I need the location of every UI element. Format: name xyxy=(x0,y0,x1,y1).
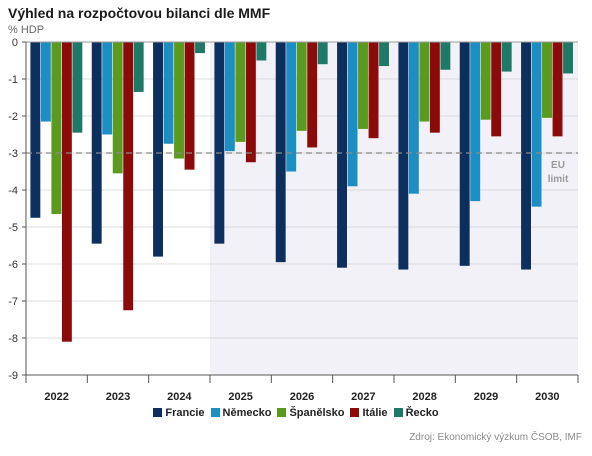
chart-title: Výhled na rozpočtovou bilanci dle MMF xyxy=(8,5,271,21)
bar-francie-2022 xyxy=(30,42,41,218)
unit-label: % HDP xyxy=(8,24,45,36)
y-tick-label: -7 xyxy=(8,296,18,308)
legend-label: Francie xyxy=(165,407,205,419)
bar-itálie-2027 xyxy=(368,42,379,139)
bar-francie-2025 xyxy=(214,42,225,244)
bar-německo-2022 xyxy=(40,42,51,122)
legend-swatch xyxy=(393,408,403,417)
bar-německo-2028 xyxy=(408,42,419,194)
bar-itálie-2028 xyxy=(429,42,440,133)
bar-francie-2027 xyxy=(337,42,347,268)
y-tick-label: 0 xyxy=(12,37,18,49)
bar-řecko-2025 xyxy=(256,42,267,61)
bar-francie-2023 xyxy=(91,42,102,244)
bar-španělsko-2026 xyxy=(296,42,307,131)
x-tick-label: 2030 xyxy=(535,391,559,403)
bar-itálie-2030 xyxy=(552,42,563,137)
x-tick-label: 2028 xyxy=(412,391,436,403)
bar-německo-2029 xyxy=(470,42,481,202)
x-tick-label: 2025 xyxy=(228,391,252,403)
bar-španělsko-2030 xyxy=(542,42,552,118)
bar-itálie-2023 xyxy=(123,42,134,311)
bar-itálie-2025 xyxy=(245,42,256,163)
source-note: Zdroj: Ekonomický výzkum ČSOB, IMF xyxy=(409,432,582,443)
bar-itálie-2024 xyxy=(184,42,195,170)
legend-label: Španělsko xyxy=(289,407,345,419)
bar-španělsko-2023 xyxy=(112,42,123,174)
bar-itálie-2029 xyxy=(491,42,502,137)
x-tick-label: 2029 xyxy=(474,391,498,403)
x-tick-label: 2026 xyxy=(290,391,314,403)
eu-limit-label: limit xyxy=(548,174,569,185)
legend-item: Řecko xyxy=(393,407,439,419)
bar-španělsko-2028 xyxy=(419,42,430,122)
legend-label: Německo xyxy=(222,407,272,419)
legend-item: Itálie xyxy=(350,407,388,419)
bar-německo-2024 xyxy=(163,42,174,144)
legend-swatch xyxy=(210,408,220,417)
bar-německo-2026 xyxy=(286,42,297,172)
bar-francie-2030 xyxy=(521,42,531,270)
bar-řecko-2027 xyxy=(379,42,389,67)
bar-německo-2023 xyxy=(102,42,113,135)
bar-řecko-2024 xyxy=(195,42,205,54)
bar-německo-2030 xyxy=(531,42,542,207)
bar-řecko-2023 xyxy=(133,42,144,92)
bar-itálie-2022 xyxy=(61,42,72,342)
bar-francie-2026 xyxy=(275,42,286,263)
bar-itálie-2026 xyxy=(307,42,318,148)
eu-limit-label: EU xyxy=(551,160,565,171)
legend-label: Itálie xyxy=(362,407,388,419)
bar-francie-2024 xyxy=(153,42,163,257)
bar-řecko-2022 xyxy=(72,42,83,133)
bar-německo-2027 xyxy=(347,42,358,187)
legend-label: Řecko xyxy=(405,407,439,419)
y-tick-label: -3 xyxy=(8,148,18,160)
bar-španělsko-2027 xyxy=(358,42,368,129)
y-tick-label: -6 xyxy=(8,259,18,271)
legend-item: Německo xyxy=(210,407,272,419)
legend-item: Španělsko xyxy=(277,407,344,419)
bar-řecko-2030 xyxy=(563,42,573,74)
legend-item: Francie xyxy=(153,407,205,419)
bar-řecko-2028 xyxy=(440,42,451,70)
bar-španělsko-2025 xyxy=(235,42,246,142)
forecast-shading xyxy=(210,42,578,375)
x-tick-label: 2024 xyxy=(167,391,192,403)
y-tick-label: -1 xyxy=(8,74,18,86)
legend-swatch xyxy=(277,408,287,417)
bar-francie-2029 xyxy=(459,42,470,266)
y-tick-label: -5 xyxy=(8,222,18,234)
bar-španělsko-2024 xyxy=(174,42,184,159)
legend-swatch xyxy=(153,408,163,417)
bar-řecko-2029 xyxy=(501,42,512,72)
x-tick-label: 2027 xyxy=(351,391,375,403)
y-tick-label: -9 xyxy=(8,370,18,382)
bar-španělsko-2029 xyxy=(480,42,491,120)
bar-řecko-2026 xyxy=(317,42,328,65)
bar-francie-2028 xyxy=(398,42,409,270)
x-tick-label: 2022 xyxy=(44,391,68,403)
bar-španělsko-2022 xyxy=(51,42,62,215)
y-tick-label: -8 xyxy=(8,333,18,345)
legend-swatch xyxy=(350,408,360,417)
bar-německo-2025 xyxy=(224,42,235,152)
x-tick-label: 2023 xyxy=(106,391,130,403)
legend: Francie Německo Španělsko Itálie Řecko xyxy=(0,407,592,419)
y-tick-label: -4 xyxy=(8,185,18,197)
y-tick-label: -2 xyxy=(8,111,18,123)
